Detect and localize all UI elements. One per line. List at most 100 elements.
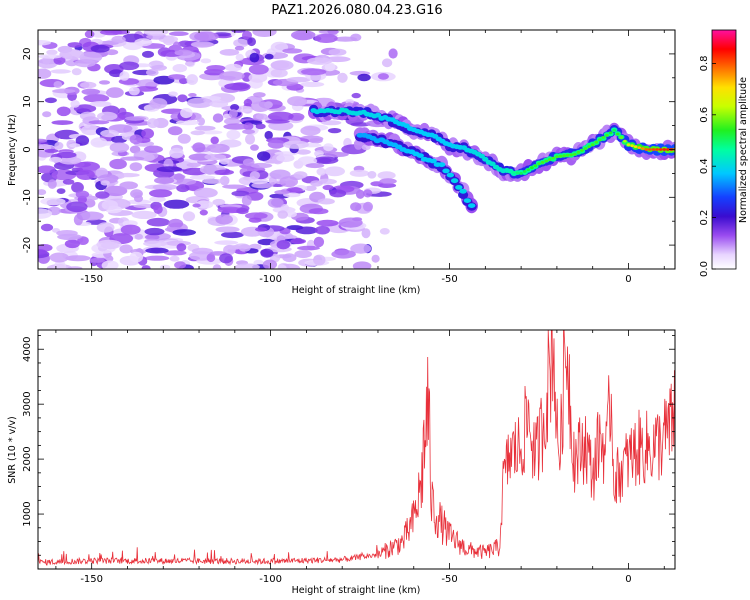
noise-blob: [317, 157, 332, 164]
noise-blob: [245, 133, 255, 145]
noise-blob: [314, 225, 330, 235]
noise-blob: [184, 61, 195, 67]
y-tick-label: 1000: [22, 501, 33, 526]
main-track-core: [478, 153, 485, 159]
noise-blob: [222, 184, 247, 189]
noise-blob: [176, 120, 200, 126]
branch-track-core: [438, 162, 446, 168]
noise-blob: [313, 254, 326, 266]
noise-blob: [327, 128, 342, 134]
main-track-peak: [655, 148, 659, 151]
noise-blob: [219, 253, 233, 264]
noise-blob: [267, 197, 284, 208]
main-track-peak: [544, 159, 548, 163]
snr-series-line: [38, 330, 675, 566]
noise-blob: [65, 255, 91, 262]
colorbar-tick-label: 0.6: [699, 107, 710, 123]
noise-blob: [40, 197, 66, 206]
noise-blob: [328, 48, 347, 56]
noise-blob: [120, 156, 145, 161]
noise-blob: [38, 138, 48, 143]
branch-track-core: [450, 178, 459, 184]
noise-blob: [89, 101, 112, 107]
main-track-peak: [608, 131, 613, 135]
noise-blob: [50, 69, 71, 74]
main-track-peak: [565, 153, 570, 157]
noise-blob: [352, 261, 372, 269]
noise-blob: [371, 254, 380, 263]
branch-track-core: [459, 188, 467, 194]
noise-blob: [191, 247, 213, 255]
noise-blob: [51, 120, 74, 125]
noise-blob: [144, 255, 170, 261]
noise-blob: [119, 61, 140, 71]
main-track-peak: [630, 144, 634, 148]
noise-blob: [153, 204, 163, 214]
main-track-peak: [615, 132, 620, 136]
noise-blob: [187, 97, 213, 109]
noise-blob: [224, 63, 242, 72]
noise-blob: [282, 253, 297, 263]
noise-blob: [38, 68, 52, 79]
noise-blob: [75, 190, 90, 199]
noise-blob: [306, 57, 333, 65]
noise-blob: [388, 48, 398, 59]
noise-blob: [255, 113, 268, 120]
noise-blob: [71, 182, 84, 193]
x-tick-label: 0: [625, 574, 631, 585]
noise-blob: [305, 163, 325, 169]
noise-blob: [192, 203, 201, 208]
noise-blob: [219, 49, 240, 56]
noise-blob: [357, 73, 371, 82]
noise-blob: [106, 87, 124, 98]
noise-blob: [101, 260, 119, 269]
main-track-peak: [519, 172, 523, 175]
noise-blob: [179, 77, 188, 85]
noise-blob: [141, 153, 155, 162]
noise-blob: [274, 190, 290, 195]
branch-track-core: [455, 185, 463, 190]
noise-blob: [316, 167, 327, 176]
noise-blob: [199, 209, 208, 216]
noise-blob: [223, 123, 249, 130]
noise-blob: [119, 244, 133, 254]
main-track-peak: [515, 171, 520, 175]
snr-y-axis: 4000 3000 2000 1000: [22, 335, 675, 570]
noise-blob: [337, 72, 348, 83]
noise-blob: [89, 257, 105, 263]
noise-blob: [265, 119, 290, 124]
noise-blob: [295, 149, 311, 155]
noise-blob: [145, 247, 169, 254]
noise-blob: [350, 243, 372, 254]
main-track-peak: [633, 145, 638, 149]
main-track-peak: [526, 168, 531, 172]
noise-blob: [44, 148, 59, 153]
noise-blob: [40, 223, 54, 232]
noise-blob: [64, 239, 80, 249]
noise-blob: [174, 49, 193, 56]
x-tick-label: -50: [441, 574, 457, 585]
noise-blob: [238, 244, 251, 252]
colorbar-tick-label: 0.0: [699, 261, 710, 277]
noise-blob: [381, 58, 393, 68]
noise-blob: [377, 171, 396, 180]
noise-blob: [134, 38, 153, 47]
noise-blob: [171, 178, 197, 186]
noise-blob: [233, 38, 249, 48]
noise-blob: [215, 226, 240, 233]
noise-blob: [242, 129, 256, 135]
noise-blob: [264, 53, 274, 60]
colorbar-tick-label: 0.4: [699, 158, 710, 174]
noise-blob: [230, 104, 240, 111]
noise-blob: [129, 162, 143, 172]
noise-blob: [46, 49, 58, 56]
noise-blob: [120, 224, 141, 235]
noise-blob: [141, 265, 151, 269]
noise-blob: [111, 35, 126, 44]
noise-blob: [257, 151, 271, 162]
branch-track-core: [416, 153, 424, 159]
noise-blob: [236, 207, 249, 215]
noise-blob: [294, 98, 307, 107]
main-track-peak: [626, 143, 631, 147]
snr-x-label: Height of straight line (km): [292, 585, 421, 596]
